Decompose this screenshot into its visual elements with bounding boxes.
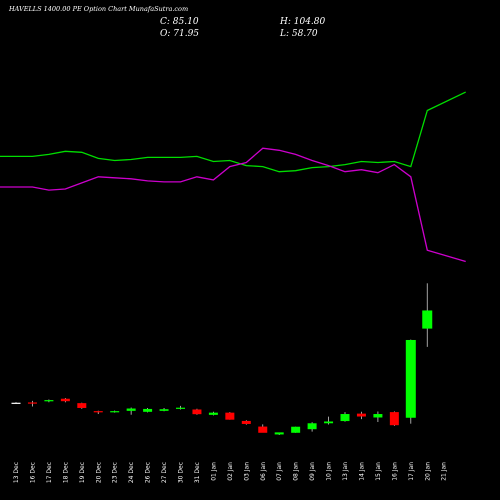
x-tick-label: 03 Jan: [243, 462, 250, 481]
high-value: H: 104.80: [280, 17, 326, 27]
x-tick-label: 06 Jan: [260, 462, 267, 481]
candle-body: [159, 409, 169, 411]
x-tick-label: 16 Jan: [391, 462, 398, 481]
candle-10-Jan: [324, 416, 334, 425]
close-value: C: 85.10: [160, 17, 199, 27]
candle-14-Jan: [356, 411, 366, 420]
candle-body: [11, 402, 21, 404]
candle-18-Dec: [60, 398, 70, 403]
x-tick-label: 01 Jan: [210, 462, 217, 481]
x-tick-label: 10 Jan: [326, 462, 333, 481]
x-tick-label: 09 Jan: [309, 462, 316, 481]
candle-body: [389, 412, 399, 426]
candle-body: [208, 412, 218, 415]
candle-13-Jan: [340, 412, 350, 422]
candle-27-Dec: [159, 407, 169, 412]
candle-body: [373, 414, 383, 418]
candle-09-Jan: [307, 422, 317, 432]
candle-body: [274, 432, 284, 435]
candle-body: [176, 407, 185, 409]
candle-body: [192, 409, 202, 415]
x-tick-label: 30 Dec: [178, 462, 185, 483]
candle-30-Dec: [176, 405, 185, 410]
candle-body: [126, 408, 136, 411]
candle-body: [291, 426, 301, 433]
candle-23-Dec: [110, 410, 120, 413]
candle-body: [44, 400, 54, 402]
candle-body: [324, 421, 334, 424]
x-tick-label: 21 Jan: [441, 462, 448, 481]
candle-07-Jan: [274, 432, 284, 435]
x-tick-label: 18 Dec: [62, 462, 69, 483]
x-tick-label: 31 Dec: [194, 462, 201, 483]
candle-body: [241, 420, 251, 424]
candle-body: [422, 310, 433, 329]
candle-01-Jan: [208, 411, 218, 416]
x-tick-label: 13 Jan: [342, 462, 349, 481]
x-tick-label: 07 Jan: [276, 462, 283, 481]
overlay-line-green: [0, 91, 466, 173]
candle-06-Jan: [258, 424, 268, 433]
x-tick-label: 20 Dec: [95, 462, 102, 483]
low-value: L: 58.70: [280, 29, 318, 39]
candle-body: [356, 413, 366, 417]
candle-17-Jan: [405, 339, 416, 424]
x-tick-label: 24 Dec: [128, 462, 135, 483]
candle-body: [143, 408, 153, 412]
candle-body: [405, 339, 416, 418]
open-value: O: 71.95: [160, 29, 200, 39]
candle-body: [93, 411, 103, 413]
candle-31-Dec: [192, 408, 202, 415]
chart-title: HAVELLS 1400.00 PE Option Chart MunafaSu…: [9, 5, 189, 13]
overlay-line-magenta: [0, 147, 466, 263]
candle-body: [110, 411, 120, 413]
overlay-lines: [0, 91, 466, 263]
x-tick-label: 13 Dec: [13, 462, 20, 483]
candle-body: [340, 414, 350, 422]
x-tick-label: 19 Dec: [79, 462, 86, 483]
candle-19-Dec: [77, 402, 87, 409]
x-tick-label: 27 Dec: [161, 462, 168, 483]
candle-20-Jan: [422, 283, 433, 347]
x-tick-label: 15 Jan: [375, 462, 382, 481]
candle-body: [258, 426, 268, 433]
x-tick-label: 17 Dec: [46, 462, 53, 483]
candle-16-Jan: [389, 411, 399, 426]
candlesticks: [11, 283, 433, 435]
candle-body: [60, 398, 70, 402]
candle-02-Jan: [225, 412, 235, 420]
x-tick-label: 16 Dec: [29, 462, 36, 483]
x-tick-label: 02 Jan: [227, 462, 234, 481]
x-tick-label: 17 Jan: [408, 462, 415, 481]
x-axis-tick-labels: 13 Dec 16 Dec 17 Dec 18 Dec 19 Dec 20 Dec 23 D…: [13, 462, 448, 483]
candle-body: [77, 403, 87, 408]
candle-body: [27, 402, 37, 404]
candle-13-Dec: [11, 402, 21, 404]
x-tick-label: 08 Jan: [293, 462, 300, 481]
candle-17-Dec: [44, 399, 54, 403]
x-tick-label: 23 Dec: [112, 462, 119, 483]
x-tick-label: 14 Jan: [358, 462, 365, 481]
candle-26-Dec: [143, 407, 153, 413]
candle-body: [307, 423, 317, 430]
candle-03-Jan: [241, 420, 251, 425]
candle-16-Dec: [27, 400, 37, 407]
candle-24-Dec: [126, 407, 136, 415]
x-tick-label: 20 Jan: [424, 462, 431, 481]
candle-20-Dec: [93, 410, 103, 415]
candle-body: [225, 412, 235, 420]
candle-15-Jan: [373, 411, 383, 423]
x-tick-label: 26 Dec: [145, 462, 152, 483]
candle-08-Jan: [291, 426, 301, 433]
